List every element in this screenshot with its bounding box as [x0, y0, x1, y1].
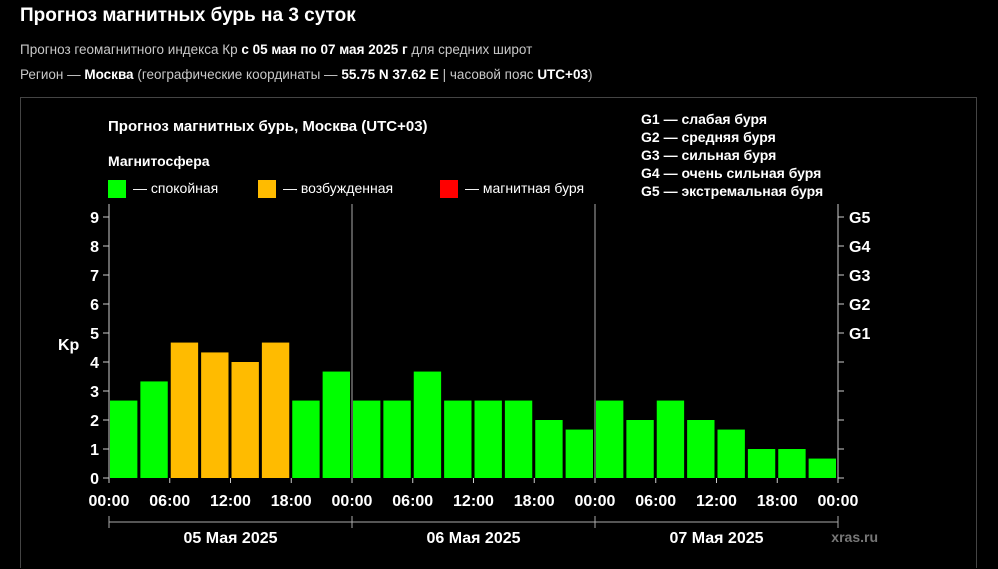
x-tick-label-4: 00:00: [332, 493, 373, 510]
bar-3: [201, 352, 229, 478]
info-suffix: для средних широт: [407, 42, 533, 57]
region-timezone: UTC+03: [537, 67, 588, 82]
bar-21: [747, 449, 776, 478]
region-suffix: ): [587, 67, 593, 82]
g-tick-label-1: G2: [849, 297, 870, 314]
bar-4: [231, 362, 259, 478]
legend-label-2: — магнитная буря: [465, 180, 584, 196]
legend-title: Магнитосфера: [108, 153, 210, 169]
forecast-description: Прогноз геомагнитного индекса Кр с 05 ма…: [20, 42, 532, 57]
region-city: Москва: [84, 67, 134, 82]
x-tick-label-6: 12:00: [453, 493, 494, 510]
g-tick-label-3: G4: [849, 239, 870, 256]
bar-15: [565, 429, 593, 478]
bar-1: [140, 381, 168, 478]
g-scale-item-1: G2 — средняя буря: [641, 129, 776, 145]
x-tick-label-9: 06:00: [635, 493, 676, 510]
legend-swatch-1: [258, 180, 276, 198]
bar-2: [170, 342, 199, 478]
y-tick-label-5: 5: [90, 326, 99, 343]
y-tick-label-1: 1: [90, 442, 99, 459]
bar-16: [596, 400, 624, 478]
bar-11: [444, 400, 472, 478]
axes: 0 1 2 3 4 5 6 7 8 9 G1 G2 G3 G4 G5 00:00 06:00 12:00 18:00…: [89, 204, 870, 547]
bar-19: [687, 420, 715, 478]
x-tick-label-2: 12:00: [210, 493, 251, 510]
bars: [110, 342, 836, 478]
chart-frame: Прогноз магнитных бурь, Москва (UTC+03) …: [20, 97, 977, 568]
y-tick-label-9: 9: [90, 210, 99, 227]
y-tick-label-6: 6: [90, 297, 99, 314]
bar-6: [292, 400, 320, 478]
watermark: xras.ru: [831, 529, 878, 545]
bar-7: [322, 371, 350, 478]
y-tick-label-2: 2: [90, 413, 99, 430]
page-title: Прогноз магнитных бурь на 3 суток: [20, 5, 356, 26]
y-tick-label-4: 4: [90, 355, 99, 372]
g-scale-item-0: G1 — слабая буря: [641, 111, 767, 127]
g-scale-item-3: G4 — очень сильная буря: [641, 165, 821, 181]
y-tick-label-0: 0: [90, 471, 99, 488]
day-label-0: 05 Мая 2025: [183, 530, 277, 547]
legend-label-1: — возбужденная: [283, 180, 393, 196]
g-scale-item-4: G5 — экстремальная буря: [641, 183, 823, 199]
bar-18: [656, 400, 685, 478]
x-tick-label-7: 18:00: [514, 493, 555, 510]
y-axis-label: Kp: [58, 337, 80, 354]
bar-22: [778, 449, 806, 478]
info-prefix: Прогноз геомагнитного индекса Кр: [20, 42, 242, 57]
bar-8: [353, 400, 381, 478]
x-tick-label-0: 00:00: [89, 493, 130, 510]
chart-title: Прогноз магнитных бурь, Москва (UTC+03): [108, 118, 428, 135]
day-label-2: 07 Мая 2025: [669, 530, 763, 547]
x-tick-label-12: 00:00: [818, 493, 859, 510]
region-mid2: | часовой пояс: [438, 67, 538, 82]
bar-17: [626, 420, 654, 478]
y-tick-label-7: 7: [90, 268, 99, 285]
bar-10: [413, 371, 442, 478]
x-tick-label-5: 06:00: [392, 493, 433, 510]
legend-label-0: — спокойная: [133, 180, 218, 196]
x-tick-label-11: 18:00: [757, 493, 798, 510]
day-label-1: 06 Мая 2025: [426, 530, 520, 547]
bar-13: [504, 400, 533, 478]
bar-0: [110, 400, 138, 478]
x-tick-label-3: 18:00: [271, 493, 312, 510]
legend-swatch-2: [440, 180, 458, 198]
x-tick-label-8: 00:00: [575, 493, 616, 510]
bar-9: [383, 400, 411, 478]
g-scale-legend: G1 — слабая буря G2 — средняя буря G3 — си…: [641, 111, 823, 199]
y-tick-label-3: 3: [90, 384, 99, 401]
bar-12: [474, 400, 502, 478]
region-coords: 55.75 N 37.62 E: [341, 67, 439, 82]
region-prefix: Регион —: [20, 67, 85, 82]
bar-5: [261, 342, 290, 478]
kp-chart: Прогноз магнитных бурь, Москва (UTC+03) …: [58, 111, 878, 547]
legend: — спокойная — возбужденная — магнитная бур…: [108, 180, 584, 198]
x-tick-label-10: 12:00: [696, 493, 737, 510]
bar-20: [717, 429, 745, 478]
g-tick-label-0: G1: [849, 326, 870, 343]
g-tick-label-4: G5: [849, 210, 870, 227]
date-range: с 05 мая по 07 мая 2025 г: [241, 42, 408, 57]
g-scale-item-2: G3 — сильная буря: [641, 147, 776, 163]
g-tick-label-2: G3: [849, 268, 870, 285]
region-description: Регион — Москва (географические координа…: [20, 67, 592, 82]
grid: [351, 204, 596, 478]
legend-swatch-0: [108, 180, 126, 198]
y-tick-label-8: 8: [90, 239, 99, 256]
bar-23: [808, 458, 836, 478]
x-tick-label-1: 06:00: [149, 493, 190, 510]
bar-14: [535, 420, 563, 478]
region-mid: (географические координаты —: [133, 67, 342, 82]
